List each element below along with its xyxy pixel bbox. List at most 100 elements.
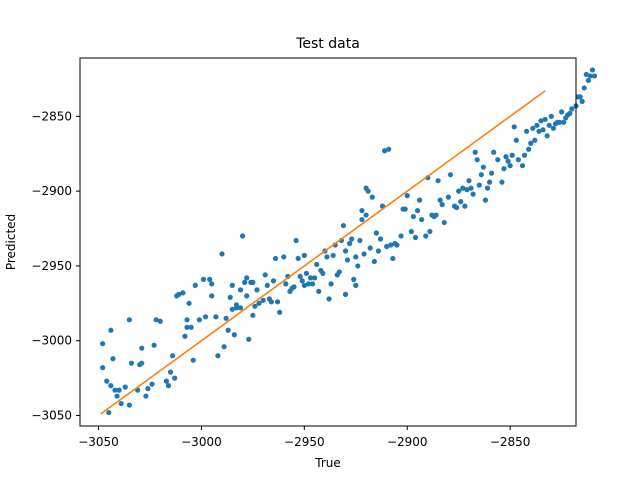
data-point-61 — [242, 279, 248, 285]
axes-frame — [79, 57, 577, 427]
data-point-32 — [180, 290, 186, 296]
data-point-53 — [229, 306, 235, 312]
data-point-98 — [316, 288, 322, 294]
data-point-104 — [328, 281, 334, 287]
data-point-137 — [388, 242, 394, 248]
data-point-171 — [468, 185, 474, 191]
data-point-28 — [170, 353, 176, 359]
data-point-26 — [165, 383, 172, 389]
data-point-224 — [585, 77, 591, 84]
y-tick-label-3: −2900 — [31, 184, 72, 198]
data-point-93 — [305, 281, 312, 287]
y-axis-ticks: −3050 −3000 −2950 −2900 −2850 — [31, 109, 80, 423]
data-point-211 — [556, 119, 563, 125]
data-point-174 — [474, 157, 480, 163]
y-tick-label-0: −3050 — [31, 409, 72, 423]
data-point-160 — [441, 219, 447, 226]
data-point-150 — [419, 216, 425, 223]
data-point-11 — [122, 384, 128, 390]
data-point-222 — [581, 85, 587, 91]
data-point-157 — [435, 178, 441, 184]
data-point-105 — [330, 252, 336, 259]
data-point-173 — [472, 149, 478, 155]
data-point-199 — [532, 137, 538, 143]
data-point-207 — [548, 113, 554, 119]
data-point-17 — [139, 345, 145, 351]
data-point-2 — [104, 378, 110, 384]
data-point-117 — [353, 282, 359, 288]
data-point-122 — [359, 216, 365, 223]
data-point-145 — [408, 228, 414, 235]
data-point-118 — [353, 254, 359, 260]
data-point-212 — [558, 109, 565, 115]
data-point-78 — [274, 299, 281, 305]
data-point-46 — [213, 314, 219, 320]
data-point-92 — [303, 270, 309, 277]
data-point-29 — [172, 375, 178, 381]
data-point-8 — [114, 393, 120, 399]
data-point-72 — [262, 272, 268, 278]
data-point-13 — [126, 317, 132, 323]
data-point-77 — [272, 255, 279, 262]
data-point-62 — [244, 275, 250, 281]
data-point-180 — [486, 179, 493, 185]
data-point-40 — [196, 317, 202, 323]
data-point-202 — [538, 118, 544, 124]
data-point-9 — [116, 387, 122, 393]
data-point-141 — [398, 233, 404, 239]
data-point-165 — [456, 188, 462, 194]
data-point-196 — [526, 146, 532, 152]
data-point-116 — [351, 276, 357, 282]
data-point-220 — [577, 94, 583, 100]
data-point-195 — [524, 128, 530, 134]
data-point-100 — [320, 270, 326, 277]
data-point-221 — [579, 98, 585, 104]
x-axis-ticks: −3050 −3000 −2950 −2900 −2850 — [78, 426, 530, 449]
data-point-198 — [530, 125, 536, 131]
data-point-36 — [186, 300, 192, 306]
data-point-50 — [223, 315, 229, 321]
x-tick-label-1: −3000 — [181, 435, 222, 449]
data-point-179 — [484, 185, 491, 191]
data-point-25 — [163, 378, 170, 384]
data-point-184 — [499, 179, 505, 185]
scatter-points — [100, 67, 598, 416]
data-point-193 — [519, 163, 526, 169]
fit-line-group — [100, 90, 546, 415]
data-point-170 — [466, 178, 472, 184]
data-point-103 — [326, 296, 332, 302]
data-point-96 — [312, 275, 318, 281]
data-point-20 — [145, 386, 151, 392]
data-point-23 — [153, 317, 159, 323]
y-axis-label: Predicted — [4, 214, 18, 270]
data-point-190 — [511, 124, 517, 130]
data-point-226 — [589, 67, 596, 73]
data-point-114 — [347, 240, 353, 247]
data-point-63 — [244, 293, 250, 299]
data-point-14 — [128, 360, 135, 366]
data-point-110 — [340, 222, 347, 229]
data-point-91 — [301, 252, 307, 259]
data-point-89 — [299, 278, 305, 284]
data-point-113 — [344, 257, 351, 263]
data-point-194 — [521, 152, 528, 158]
data-point-45 — [209, 281, 215, 287]
data-point-64 — [246, 336, 252, 342]
data-point-205 — [544, 133, 550, 139]
data-point-21 — [149, 381, 155, 387]
x-tick-label-2: −2950 — [284, 435, 325, 449]
data-point-159 — [439, 202, 445, 208]
data-point-7 — [112, 387, 118, 393]
data-point-188 — [507, 163, 513, 169]
data-point-48 — [219, 251, 225, 257]
data-point-10 — [118, 400, 124, 407]
data-point-175 — [476, 182, 482, 188]
data-point-88 — [297, 273, 303, 280]
data-point-49 — [221, 344, 227, 350]
data-point-197 — [528, 140, 534, 146]
data-point-132 — [377, 236, 384, 242]
data-point-161 — [445, 194, 451, 200]
data-point-24 — [157, 318, 163, 324]
data-point-225 — [587, 73, 594, 79]
y-tick-label-2: −2950 — [31, 259, 72, 273]
